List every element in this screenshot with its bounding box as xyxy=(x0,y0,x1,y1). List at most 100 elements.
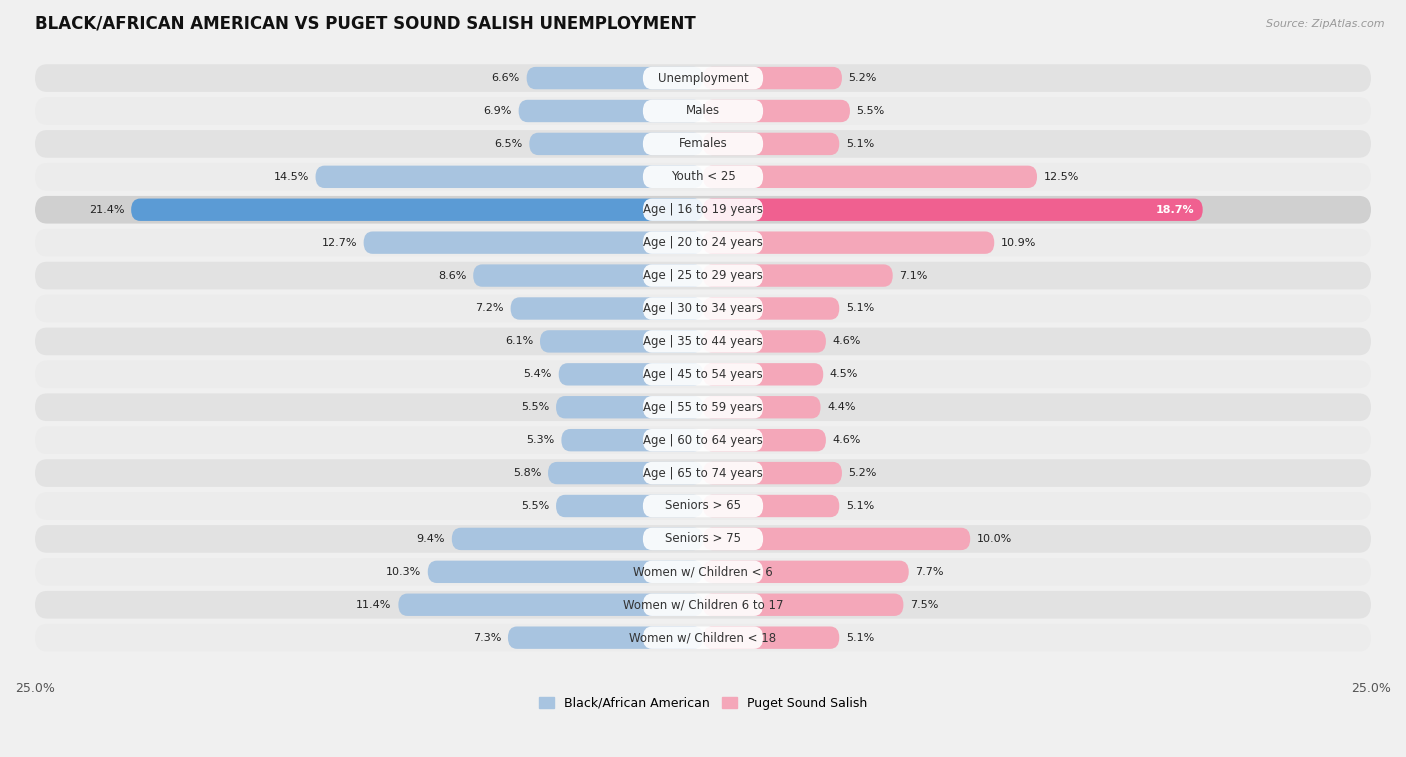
Text: Source: ZipAtlas.com: Source: ZipAtlas.com xyxy=(1267,19,1385,29)
Text: Youth < 25: Youth < 25 xyxy=(671,170,735,183)
Text: 4.5%: 4.5% xyxy=(830,369,858,379)
FancyBboxPatch shape xyxy=(427,561,703,583)
FancyBboxPatch shape xyxy=(131,198,703,221)
FancyBboxPatch shape xyxy=(703,132,839,155)
FancyBboxPatch shape xyxy=(35,262,1371,289)
FancyBboxPatch shape xyxy=(540,330,703,353)
FancyBboxPatch shape xyxy=(35,64,1371,92)
Text: Age | 35 to 44 years: Age | 35 to 44 years xyxy=(643,335,763,348)
FancyBboxPatch shape xyxy=(643,67,763,89)
Text: 7.5%: 7.5% xyxy=(910,600,938,609)
FancyBboxPatch shape xyxy=(703,67,842,89)
FancyBboxPatch shape xyxy=(703,528,970,550)
Text: 14.5%: 14.5% xyxy=(274,172,309,182)
Text: Age | 60 to 64 years: Age | 60 to 64 years xyxy=(643,434,763,447)
FancyBboxPatch shape xyxy=(703,298,839,319)
Text: 5.1%: 5.1% xyxy=(846,501,875,511)
Text: 5.2%: 5.2% xyxy=(849,73,877,83)
Text: 5.2%: 5.2% xyxy=(849,468,877,478)
FancyBboxPatch shape xyxy=(643,429,763,451)
FancyBboxPatch shape xyxy=(35,591,1371,618)
FancyBboxPatch shape xyxy=(35,229,1371,257)
Text: Age | 16 to 19 years: Age | 16 to 19 years xyxy=(643,203,763,217)
Text: Seniors > 65: Seniors > 65 xyxy=(665,500,741,512)
Text: 6.9%: 6.9% xyxy=(484,106,512,116)
FancyBboxPatch shape xyxy=(474,264,703,287)
Text: Age | 20 to 24 years: Age | 20 to 24 years xyxy=(643,236,763,249)
FancyBboxPatch shape xyxy=(35,163,1371,191)
Text: Age | 25 to 29 years: Age | 25 to 29 years xyxy=(643,269,763,282)
FancyBboxPatch shape xyxy=(35,130,1371,157)
FancyBboxPatch shape xyxy=(643,100,763,122)
Text: Unemployment: Unemployment xyxy=(658,72,748,85)
Text: Women w/ Children 6 to 17: Women w/ Children 6 to 17 xyxy=(623,598,783,611)
Text: 5.8%: 5.8% xyxy=(513,468,541,478)
Text: 11.4%: 11.4% xyxy=(356,600,392,609)
FancyBboxPatch shape xyxy=(643,561,763,583)
FancyBboxPatch shape xyxy=(643,330,763,353)
Text: 9.4%: 9.4% xyxy=(416,534,446,544)
Legend: Black/African American, Puget Sound Salish: Black/African American, Puget Sound Sali… xyxy=(534,692,872,715)
Text: Age | 45 to 54 years: Age | 45 to 54 years xyxy=(643,368,763,381)
Text: 8.6%: 8.6% xyxy=(439,270,467,281)
FancyBboxPatch shape xyxy=(555,396,703,419)
Text: 10.3%: 10.3% xyxy=(385,567,420,577)
Text: 4.4%: 4.4% xyxy=(827,402,856,413)
FancyBboxPatch shape xyxy=(35,196,1371,223)
FancyBboxPatch shape xyxy=(643,198,763,221)
FancyBboxPatch shape xyxy=(35,558,1371,586)
Text: 7.7%: 7.7% xyxy=(915,567,943,577)
FancyBboxPatch shape xyxy=(519,100,703,122)
FancyBboxPatch shape xyxy=(508,627,703,649)
FancyBboxPatch shape xyxy=(529,132,703,155)
FancyBboxPatch shape xyxy=(703,396,821,419)
FancyBboxPatch shape xyxy=(703,166,1038,188)
FancyBboxPatch shape xyxy=(35,624,1371,652)
FancyBboxPatch shape xyxy=(703,363,824,385)
FancyBboxPatch shape xyxy=(643,264,763,287)
FancyBboxPatch shape xyxy=(643,396,763,419)
FancyBboxPatch shape xyxy=(703,429,825,451)
Text: 12.7%: 12.7% xyxy=(322,238,357,248)
FancyBboxPatch shape xyxy=(364,232,703,254)
FancyBboxPatch shape xyxy=(35,459,1371,487)
FancyBboxPatch shape xyxy=(703,100,851,122)
FancyBboxPatch shape xyxy=(643,298,763,319)
Text: Women w/ Children < 6: Women w/ Children < 6 xyxy=(633,565,773,578)
FancyBboxPatch shape xyxy=(643,232,763,254)
Text: 21.4%: 21.4% xyxy=(89,204,125,215)
FancyBboxPatch shape xyxy=(398,593,703,616)
FancyBboxPatch shape xyxy=(548,462,703,484)
Text: 12.5%: 12.5% xyxy=(1043,172,1078,182)
Text: 6.1%: 6.1% xyxy=(505,336,533,347)
FancyBboxPatch shape xyxy=(35,492,1371,520)
FancyBboxPatch shape xyxy=(643,132,763,155)
FancyBboxPatch shape xyxy=(35,97,1371,125)
Text: 18.7%: 18.7% xyxy=(1156,204,1195,215)
FancyBboxPatch shape xyxy=(643,593,763,616)
Text: Age | 65 to 74 years: Age | 65 to 74 years xyxy=(643,466,763,480)
Text: Age | 55 to 59 years: Age | 55 to 59 years xyxy=(643,400,763,414)
Text: 6.5%: 6.5% xyxy=(495,139,523,149)
Text: 10.0%: 10.0% xyxy=(977,534,1012,544)
FancyBboxPatch shape xyxy=(35,394,1371,421)
Text: 5.5%: 5.5% xyxy=(856,106,884,116)
FancyBboxPatch shape xyxy=(703,462,842,484)
FancyBboxPatch shape xyxy=(643,462,763,484)
Text: 10.9%: 10.9% xyxy=(1001,238,1036,248)
Text: Age | 30 to 34 years: Age | 30 to 34 years xyxy=(643,302,763,315)
Text: 7.3%: 7.3% xyxy=(472,633,502,643)
FancyBboxPatch shape xyxy=(35,360,1371,388)
FancyBboxPatch shape xyxy=(703,495,839,517)
FancyBboxPatch shape xyxy=(35,328,1371,355)
FancyBboxPatch shape xyxy=(703,198,1202,221)
FancyBboxPatch shape xyxy=(643,166,763,188)
FancyBboxPatch shape xyxy=(35,426,1371,454)
Text: Females: Females xyxy=(679,138,727,151)
Text: 7.2%: 7.2% xyxy=(475,304,503,313)
FancyBboxPatch shape xyxy=(703,627,839,649)
FancyBboxPatch shape xyxy=(703,330,825,353)
Text: BLACK/AFRICAN AMERICAN VS PUGET SOUND SALISH UNEMPLOYMENT: BLACK/AFRICAN AMERICAN VS PUGET SOUND SA… xyxy=(35,15,696,33)
FancyBboxPatch shape xyxy=(527,67,703,89)
FancyBboxPatch shape xyxy=(315,166,703,188)
